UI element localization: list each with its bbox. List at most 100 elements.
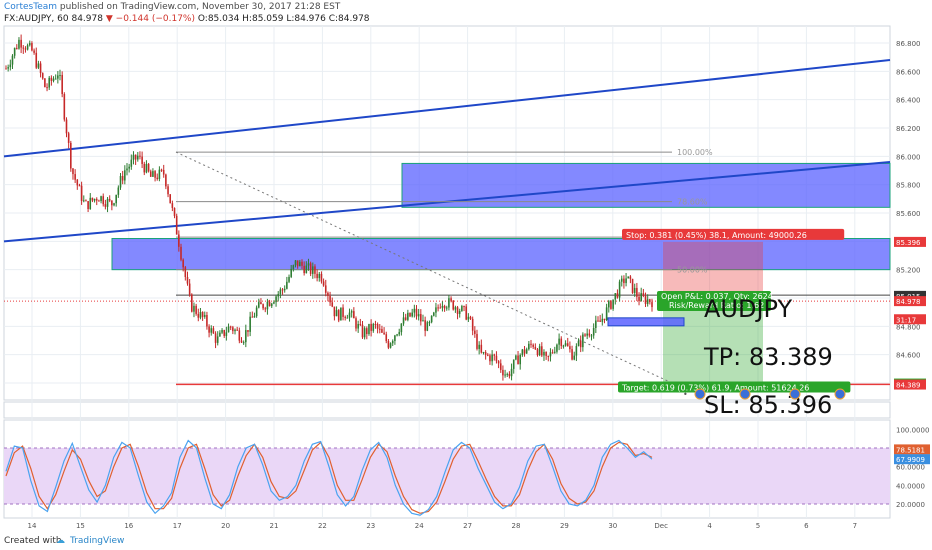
- candle-body: [39, 63, 42, 74]
- event-flag-icon: [834, 388, 846, 400]
- osc-tick-label: 100.0000: [896, 426, 929, 434]
- candle-body: [480, 344, 483, 353]
- osc-last-d: 67.9909: [896, 456, 925, 464]
- candle-body: [355, 318, 357, 329]
- candle-body: [372, 324, 375, 331]
- candle-body: [584, 334, 586, 336]
- candle-body: [564, 343, 567, 346]
- x-tick-label: 5: [756, 522, 760, 530]
- stop-label: Stop: 0.381 (0.45%) 38.1, Amount: 49000.…: [626, 231, 807, 240]
- candle-body: [229, 326, 232, 328]
- candle-body: [331, 302, 334, 307]
- candle-body: [273, 302, 275, 304]
- candle-body: [54, 78, 57, 80]
- candle-body: [145, 163, 148, 173]
- candle-body: [441, 305, 444, 308]
- tp-annotation: TP: 83.389: [703, 343, 833, 371]
- candle-body: [206, 314, 208, 327]
- candle-body: [89, 197, 92, 209]
- x-tick-label: 15: [76, 522, 85, 530]
- candle-body: [28, 43, 31, 46]
- candle-body: [620, 278, 623, 282]
- candle-body: [348, 312, 351, 318]
- candle-body: [264, 308, 267, 310]
- candle-body: [571, 349, 573, 360]
- upper-supply-zone: [401, 162, 891, 208]
- candle-body: [614, 293, 617, 300]
- candle-body: [288, 276, 290, 282]
- x-tick-label: 27: [463, 522, 472, 530]
- candle-body: [389, 343, 392, 348]
- candle-body: [311, 266, 314, 274]
- candle-body: [631, 278, 634, 293]
- candle-body: [175, 215, 178, 235]
- candle-body: [44, 78, 46, 88]
- tradingview-brand[interactable]: TradingView: [70, 536, 125, 546]
- candle-body: [517, 355, 519, 365]
- tradingview-cloud-icon: ☁: [56, 536, 65, 546]
- author-link[interactable]: CortesTeam: [4, 2, 58, 12]
- candle-body: [482, 352, 485, 354]
- candle-body: [301, 261, 303, 266]
- candle-body: [361, 324, 364, 338]
- candle-body: [268, 301, 271, 307]
- x-tick-label: 16: [124, 522, 133, 530]
- y-tick-label: 86.600: [896, 68, 921, 76]
- candle-body: [569, 346, 571, 350]
- candle-body: [649, 299, 651, 303]
- candle-body: [100, 196, 102, 202]
- candle-body: [156, 177, 159, 179]
- event-flag-icon: [694, 388, 706, 400]
- candle-body: [316, 273, 318, 279]
- candle-body: [48, 77, 51, 88]
- candle-body: [52, 78, 55, 81]
- candle-body: [31, 43, 33, 51]
- symbol-label: FX:AUDJPY, 60: [4, 14, 69, 24]
- candle-body: [510, 368, 513, 377]
- candle-body: [91, 197, 94, 201]
- candle-body: [556, 344, 558, 352]
- candle-body: [95, 198, 98, 201]
- candle-body: [292, 265, 295, 269]
- candle-body: [24, 48, 27, 50]
- candle-body: [582, 334, 584, 348]
- candle-body: [344, 316, 347, 318]
- candle-body: [625, 278, 627, 284]
- candle-body: [74, 174, 76, 180]
- candle-body: [391, 340, 394, 344]
- candle-body: [232, 327, 234, 332]
- candle-body: [102, 196, 105, 205]
- candle-body: [536, 349, 539, 356]
- candle-body: [149, 171, 152, 177]
- candle-body: [333, 306, 336, 317]
- candle-body: [262, 304, 264, 309]
- candle-body: [26, 45, 29, 50]
- candle-body: [413, 308, 416, 313]
- fib-level-label: 100.00%: [677, 148, 713, 157]
- candle-body: [350, 311, 353, 313]
- candle-body: [286, 281, 288, 289]
- candle-body: [78, 185, 81, 187]
- published-text: published on TradingView.com, November 3…: [59, 2, 341, 12]
- y-tick-label: 86.800: [896, 40, 921, 48]
- candle-body: [370, 323, 372, 331]
- candle-body: [541, 346, 543, 356]
- candle-body: [363, 328, 366, 338]
- candle-body: [601, 318, 604, 322]
- candle-body: [147, 163, 150, 172]
- candle-body: [296, 260, 299, 267]
- candle-body: [607, 301, 610, 308]
- candle-body: [402, 317, 405, 324]
- candle-body: [469, 316, 472, 319]
- candle-body: [59, 74, 61, 76]
- stop-area: [663, 241, 763, 299]
- x-tick-label: 22: [318, 522, 327, 530]
- candle-body: [318, 273, 321, 279]
- fib-trend-line: [175, 151, 673, 384]
- candle-body: [67, 133, 70, 143]
- candle-body: [642, 293, 645, 296]
- candle-body: [82, 200, 85, 202]
- candle-body: [454, 307, 457, 310]
- candle-body: [640, 293, 642, 302]
